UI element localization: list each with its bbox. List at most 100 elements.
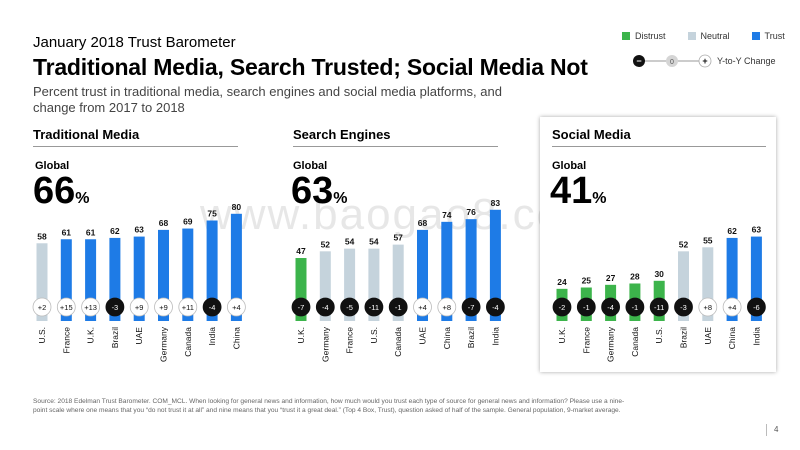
value-label-social: 30 xyxy=(654,269,664,279)
change-label-traditional: -4 xyxy=(209,303,216,312)
value-label-social: 63 xyxy=(752,225,762,235)
report-kicker: January 2018 Trust Barometer xyxy=(33,34,236,51)
change-marker-search xyxy=(461,297,481,317)
change-marker-search xyxy=(340,297,360,317)
change-label-traditional: +9 xyxy=(135,303,144,312)
yoy-caption: Y-to-Y Change xyxy=(717,56,776,66)
value-label-search: 74 xyxy=(442,210,452,220)
bar-search xyxy=(392,244,404,321)
category-label-social: China xyxy=(727,327,737,349)
yoy-change-key: − 0 + Y-to-Y Change xyxy=(633,54,776,68)
category-label-search: France xyxy=(345,327,355,354)
category-label-social: U.K. xyxy=(557,327,567,344)
bar-traditional xyxy=(60,239,72,321)
page-title: Traditional Media, Search Trusted; Socia… xyxy=(33,54,588,80)
category-label-search: Brazil xyxy=(466,327,476,348)
category-label-search: China xyxy=(442,327,452,349)
bar-traditional xyxy=(158,229,169,321)
global-value-traditional: 66% xyxy=(33,172,90,218)
change-marker-social xyxy=(625,297,645,317)
value-label-social: 27 xyxy=(606,273,616,283)
value-label-search: 57 xyxy=(393,233,403,243)
change-label-search: -11 xyxy=(369,303,379,312)
category-label-search: U.K. xyxy=(296,327,306,344)
change-marker-search xyxy=(388,297,408,317)
change-marker-social xyxy=(576,297,596,317)
legend-neutral-label: Neutral xyxy=(700,31,730,41)
section-rule-traditional xyxy=(33,146,238,147)
change-marker-search xyxy=(437,297,457,317)
change-label-search: -5 xyxy=(346,303,353,312)
category-label-traditional: U.S. xyxy=(37,327,47,344)
yoy-minus-marker xyxy=(633,55,645,67)
bar-social xyxy=(678,251,689,321)
change-marker-social xyxy=(722,297,742,317)
global-unit-social: % xyxy=(592,190,607,207)
change-marker-social xyxy=(698,297,718,317)
change-label-traditional: +4 xyxy=(232,303,241,312)
global-unit-traditional: % xyxy=(75,190,90,207)
category-label-search: Germany xyxy=(320,326,330,362)
category-label-traditional: France xyxy=(61,327,71,354)
value-label-social: 25 xyxy=(582,276,592,286)
change-marker-search xyxy=(364,297,384,317)
bar-social xyxy=(702,247,714,321)
global-number-social: 41 xyxy=(550,170,593,212)
change-label-search: +4 xyxy=(418,303,427,312)
bar-search xyxy=(368,248,380,321)
section-title-traditional: Traditional Media xyxy=(33,127,140,142)
bar-search xyxy=(465,219,477,321)
change-marker-social xyxy=(649,297,669,317)
legend: Distrust Neutral Trust xyxy=(622,31,785,41)
change-label-traditional: +2 xyxy=(38,303,47,312)
category-label-traditional: UAE xyxy=(134,327,144,345)
change-marker-search xyxy=(485,297,505,317)
category-label-traditional: U.K. xyxy=(86,327,96,344)
global-number-traditional: 66 xyxy=(33,170,76,212)
change-label-traditional: +9 xyxy=(159,303,168,312)
global-unit-search: % xyxy=(333,190,348,207)
category-label-search: UAE xyxy=(418,327,428,345)
bar-social xyxy=(750,236,762,321)
value-label-traditional: 68 xyxy=(159,218,169,228)
change-label-social: -11 xyxy=(654,303,664,312)
change-marker-traditional xyxy=(105,297,125,317)
legend-distrust-swatch xyxy=(622,32,630,40)
category-label-search: India xyxy=(490,327,500,346)
change-label-social: +4 xyxy=(728,303,737,312)
category-label-traditional: Canada xyxy=(183,327,193,357)
value-label-search: 76 xyxy=(466,207,476,217)
value-label-search: 83 xyxy=(491,198,501,208)
change-marker-search xyxy=(413,297,432,317)
category-label-social: UAE xyxy=(703,327,713,345)
global-value-social: 41% xyxy=(550,172,607,218)
value-label-social: 55 xyxy=(703,235,713,245)
change-label-social: -4 xyxy=(607,303,614,312)
bar-traditional xyxy=(206,220,218,321)
change-label-social: -1 xyxy=(583,303,590,312)
bar-search xyxy=(295,258,307,321)
legend-trust: Trust xyxy=(751,31,785,41)
value-label-search: 54 xyxy=(369,237,379,247)
source-note: Source: 2018 Edelman Trust Barometer. CO… xyxy=(33,398,625,414)
value-label-traditional: 61 xyxy=(86,227,96,237)
legend-neutral-swatch xyxy=(687,32,696,40)
legend-neutral: Neutral xyxy=(687,31,730,41)
value-label-traditional: 69 xyxy=(183,217,193,227)
value-label-search: 47 xyxy=(296,246,306,256)
change-label-search: -4 xyxy=(492,303,499,312)
change-label-social: -1 xyxy=(632,303,639,312)
change-label-traditional: -3 xyxy=(112,303,119,312)
change-marker-traditional xyxy=(178,297,198,317)
value-label-search: 54 xyxy=(345,237,355,247)
category-label-social: India xyxy=(751,327,761,346)
change-marker-traditional xyxy=(154,297,173,317)
value-label-traditional: 75 xyxy=(207,209,217,219)
change-marker-social xyxy=(747,297,766,317)
global-value-search: 63% xyxy=(291,172,348,218)
bar-search xyxy=(344,248,356,321)
value-label-traditional: 58 xyxy=(37,231,47,241)
value-label-search: 52 xyxy=(321,239,331,249)
bar-search xyxy=(441,221,453,321)
change-marker-traditional xyxy=(202,297,222,317)
